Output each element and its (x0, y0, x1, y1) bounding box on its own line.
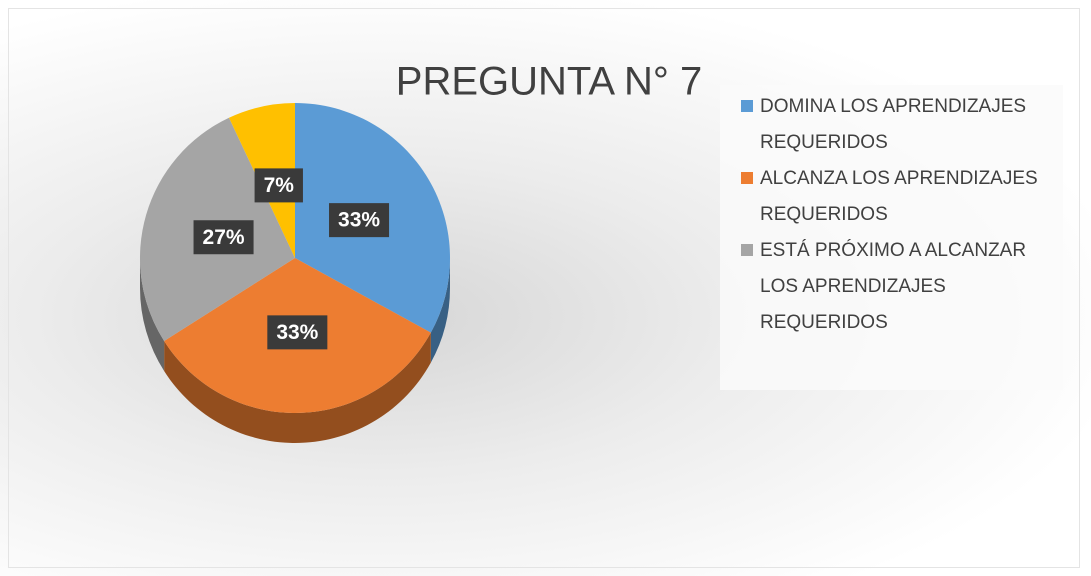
data-label-box (193, 220, 254, 255)
legend-swatch (741, 172, 753, 184)
legend: DOMINA LOS APRENDIZAJES REQUERIDOS ALCANZ… (720, 85, 1063, 390)
chart-title: PREGUNTA N° 7 (396, 60, 702, 104)
data-label-box (267, 315, 328, 350)
legend-label: ESTÁ PRÓXIMO A ALCANZAR LOS APRENDIZAJES… (760, 240, 1027, 333)
legend-swatch (741, 244, 753, 256)
data-label-box (329, 203, 390, 238)
pie-side (140, 258, 165, 372)
data-label-box (254, 168, 303, 203)
data-label: 33% (267, 315, 328, 350)
data-label-text: 7% (264, 174, 295, 197)
data-label-text: 33% (338, 209, 380, 232)
legend-label: DOMINA LOS APRENDIZAJES REQUERIDOS (760, 96, 1027, 153)
legend-label: ALCANZA LOS APRENDIZAJES REQUERIDOS (760, 168, 1038, 225)
chart-frame (8, 8, 1080, 568)
data-label-text: 27% (203, 226, 245, 249)
data-label: 33% (329, 203, 390, 238)
legend-entry: ALCANZA LOS APRENDIZAJES REQUERIDOS (741, 161, 1063, 233)
pie-side (430, 258, 450, 363)
data-label-text: 33% (276, 321, 318, 344)
legend-swatch (741, 100, 753, 112)
legend-entry: ESTÁ PRÓXIMO A ALCANZAR LOS APRENDIZAJES… (741, 233, 1063, 341)
data-label: 7% (254, 168, 303, 203)
legend-entry: DOMINA LOS APRENDIZAJES REQUERIDOS (741, 89, 1063, 161)
data-label: 27% (193, 220, 254, 255)
pie-side (164, 332, 431, 443)
